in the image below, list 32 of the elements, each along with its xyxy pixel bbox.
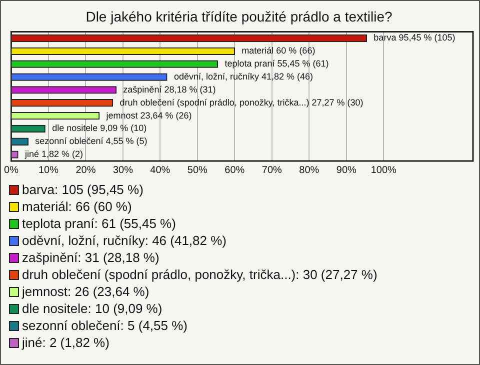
data-label: teplota praní 55,45 % (61) <box>224 58 329 69</box>
data-label: dle nositele 9,09 % (10) <box>52 123 147 134</box>
data-label: sezonní oblečení 4,55 % (5) <box>35 136 148 146</box>
x-tick-label: 10% <box>38 164 59 176</box>
x-tick-label: 80% <box>299 164 320 176</box>
x-tick-label: 70% <box>262 164 282 176</box>
x-tick-label: 100% <box>370 164 397 176</box>
x-tick-label: 50% <box>187 164 208 176</box>
legend-label: barva: 105 (95,45 %) <box>22 181 144 198</box>
legend-label: dle nositele: 10 (9,09 %) <box>22 300 162 317</box>
legend-label: druh oblečení (spodní prádlo, ponožky, trička...): 30 (27,27 %) <box>22 266 378 283</box>
legend-label: teplota praní: 61 (55,45 %) <box>22 215 176 232</box>
legend-label: jemnost: 26 (23,64 %) <box>22 283 150 300</box>
x-tick-label: 40% <box>150 164 170 176</box>
data-label: druh oblečení (spodní prádlo, ponožky, trička...) 27,27 % (30) <box>120 97 364 108</box>
data-label: materiál 60 % (66) <box>242 46 316 56</box>
x-tick-label: 20% <box>76 164 96 176</box>
legend-label: materiál: 66 (60 %) <box>22 198 132 215</box>
legend-label: oděvní, ložní, ručníky: 46 (41,82 %) <box>22 232 226 249</box>
data-label: barva 95,45 % (105) <box>374 32 456 43</box>
data-label: oděvní, ložní, ručníky 41,82 % (46) <box>174 72 314 82</box>
x-tick-label: 30% <box>112 164 134 176</box>
x-tick-label: 0% <box>4 164 19 176</box>
data-label: zašpinění 28,18 % (31) <box>123 84 216 94</box>
legend-label: sezonní oblečení: 5 (4,55 %) <box>22 317 188 334</box>
legend-label: jiné: 2 (1,82 %) <box>22 334 110 351</box>
chart-title: Dle jakého kritéria třídíte použité prádlo a textilie? <box>86 8 393 24</box>
x-tick-label: 90% <box>336 164 356 176</box>
legend-label: zašpinění: 31 (28,18 %) <box>22 249 160 266</box>
data-label: jiné 1,82 % (2) <box>24 149 84 160</box>
x-tick-label: 60% <box>224 164 245 176</box>
data-label: jemnost 23,64 % (26) <box>105 110 192 120</box>
